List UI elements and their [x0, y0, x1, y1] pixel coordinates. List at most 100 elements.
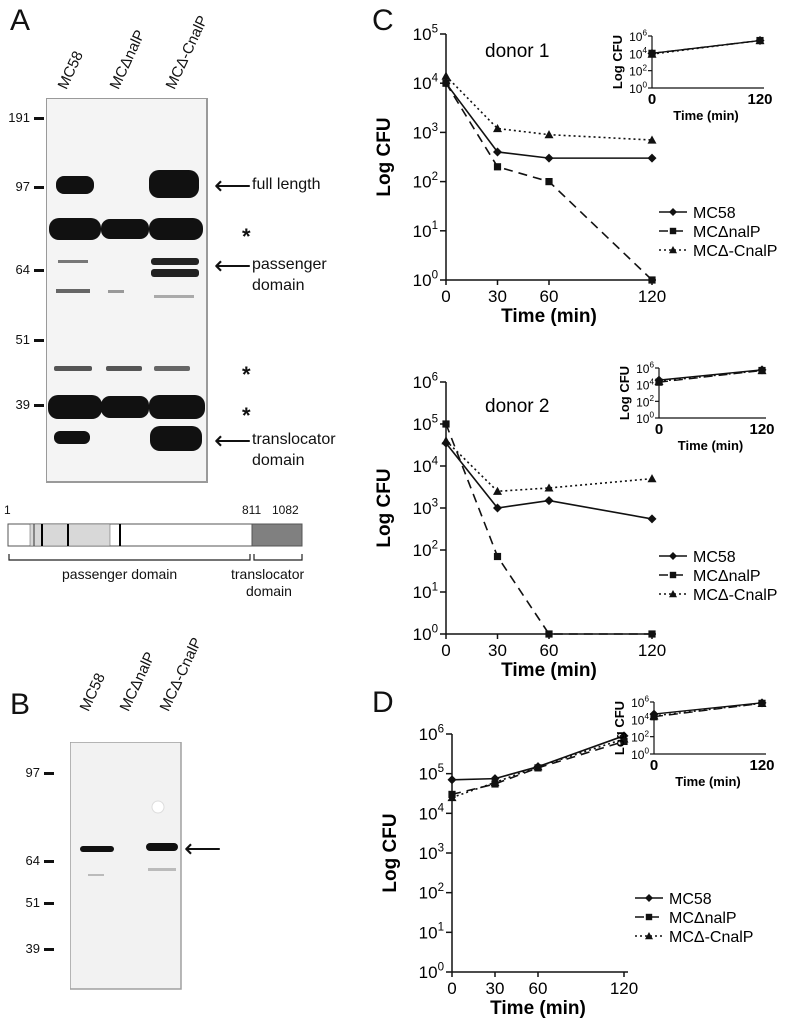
- lane-label-mcd-cnalp: MCΔ-CnalP: [156, 635, 206, 714]
- inset-series-line-mc-nalp: [653, 702, 763, 718]
- y-tick-label: 101: [413, 581, 438, 602]
- inset-y-tick-label: 104: [629, 46, 647, 61]
- legend-label-mc-nalp: MCΔnalP: [693, 568, 761, 585]
- series-line-mc-nalp: [451, 740, 625, 796]
- series-line-mc58: [445, 442, 653, 520]
- inset-x-axis-title: Time (min): [675, 774, 741, 789]
- inset-y-tick-label: 106: [631, 695, 649, 710]
- inset-y-tick-label: 104: [636, 377, 654, 392]
- inset-series-line-mc-cnalp: [651, 39, 761, 55]
- y-tick-label: 105: [419, 763, 444, 784]
- mw-tick: [44, 902, 54, 905]
- y-tick-label: 100: [413, 269, 438, 290]
- y-tick-label: 100: [419, 961, 444, 982]
- data-point-mc-cnalp: [647, 474, 657, 483]
- panel-letter-a: A: [10, 4, 31, 37]
- data-point-mc-cnalp: [619, 734, 629, 743]
- data-point-mc-nalp: [493, 552, 502, 561]
- legend-label-mc58: MC58: [693, 205, 736, 222]
- series-line-mc-cnalp: [445, 440, 653, 493]
- y-tick-label: 104: [419, 803, 445, 824]
- legend-marker-mc-nalp: [669, 227, 677, 235]
- y-tick-label: 102: [413, 171, 438, 192]
- mw-marker-39: 39: [15, 397, 30, 412]
- mw-tick: [44, 860, 54, 863]
- legend-marker-mc-cnalp: [669, 246, 677, 254]
- inset-y-tick-label: 102: [629, 63, 647, 78]
- x-tick-label: 0: [447, 979, 456, 998]
- western-blot-b: [70, 742, 182, 990]
- inset-x-tick-label: 120: [747, 91, 772, 108]
- chart-d: 100 101 102 103 104 105 106 0 30 60 120 Time (min) L…: [380, 695, 775, 1019]
- inset-data-point-mc-cnalp: [654, 376, 664, 385]
- inset-data-point-mc-cnalp: [757, 366, 767, 375]
- mw-tick: [34, 339, 44, 342]
- y-tick-label: 102: [413, 539, 438, 560]
- series-line-mc-nalp: [445, 82, 653, 281]
- series-line-mc58: [451, 735, 625, 781]
- legend-label-mc-cnalp: MCΔ-CnalP: [693, 243, 777, 260]
- legend-label-mc-cnalp: MCΔ-CnalP: [669, 929, 753, 946]
- inset-x-tick-label: 120: [749, 757, 774, 774]
- inset-x-tick-label: 0: [655, 421, 663, 438]
- data-point-mc-nalp: [545, 630, 553, 638]
- inset-data-point-mc-cnalp: [647, 49, 657, 58]
- inset-x-tick-label: 0: [648, 91, 656, 108]
- chart-title: donor 2: [485, 396, 549, 417]
- inset-data-point-mc-cnalp: [649, 711, 659, 720]
- x-axis-title: Time (min): [501, 306, 597, 327]
- domain-map: [7, 523, 303, 561]
- legend-label-mc58: MC58: [669, 891, 712, 908]
- y-tick-label: 103: [413, 122, 438, 143]
- y-tick-label: 104: [413, 73, 439, 94]
- inset-y-axis-title: Log CFU: [612, 701, 627, 755]
- mw-marker-97: 97: [25, 765, 40, 780]
- legend-label-mc-nalp: MCΔnalP: [669, 910, 737, 927]
- x-tick-label: 0: [441, 641, 450, 660]
- inset-x-axis-title: Time (min): [678, 438, 744, 453]
- inset-data-point-mc-cnalp: [755, 36, 765, 45]
- annotation-star: *: [242, 224, 251, 249]
- y-tick-label: 101: [419, 922, 444, 943]
- series-line-mc-nalp: [445, 423, 652, 635]
- annotation-star: *: [242, 362, 251, 387]
- domain-passenger-label: passenger domain: [62, 566, 178, 582]
- legend-label-mc-nalp: MCΔnalP: [693, 224, 761, 241]
- data-point-mc-cnalp: [490, 777, 500, 787]
- inset-y-tick-label: 106: [629, 29, 647, 44]
- annotation-passenger-domain: domain: [252, 277, 305, 294]
- arrow-left-icon: ⟵: [214, 170, 252, 200]
- data-point-mc58: [493, 503, 502, 513]
- inset-y-tick-label: 102: [636, 394, 654, 409]
- mw-tick: [44, 772, 54, 775]
- chart-donor-1: 100 101 102 103 104 105 0 30 60 120 Time (min) Log …: [374, 23, 777, 327]
- data-point-mc-cnalp: [647, 135, 657, 144]
- legend-marker-mc-nalp: [669, 571, 677, 579]
- data-point-mc-nalp: [648, 276, 656, 284]
- legend-marker-mc-cnalp: [645, 932, 653, 940]
- mw-tick: [34, 269, 44, 272]
- domain-pos-start: 1: [4, 503, 11, 517]
- mw-marker-191: 191: [8, 110, 30, 125]
- legend-label-mc-cnalp: MCΔ-CnalP: [693, 587, 777, 604]
- legend-marker-mc-cnalp: [669, 590, 677, 598]
- inset-data-point-mc-cnalp: [757, 698, 767, 707]
- chart-title: donor 1: [485, 41, 549, 62]
- x-axis-title: Time (min): [490, 998, 586, 1019]
- annotation-translocator: translocator: [252, 431, 336, 448]
- data-point-mc58: [447, 775, 457, 785]
- y-axis-title: Log CFU: [374, 468, 395, 547]
- y-tick-label: 104: [413, 455, 439, 476]
- inset-y-tick-label: 104: [631, 712, 649, 727]
- arrow-left-icon: ⟵: [214, 425, 252, 455]
- annotation-passenger: passenger: [252, 256, 327, 273]
- series-line-mc-cnalp: [445, 75, 653, 141]
- annotation-full-length: full length: [252, 176, 321, 193]
- inset-y-axis-title: Log CFU: [617, 366, 632, 420]
- mw-tick: [34, 404, 44, 407]
- lane-label-mc58: MC58: [54, 48, 87, 92]
- x-tick-label: 30: [486, 979, 505, 998]
- inset-y-tick-label: 100: [629, 81, 647, 96]
- mw-marker-97: 97: [15, 179, 30, 194]
- panel-letter-c: C: [372, 4, 394, 37]
